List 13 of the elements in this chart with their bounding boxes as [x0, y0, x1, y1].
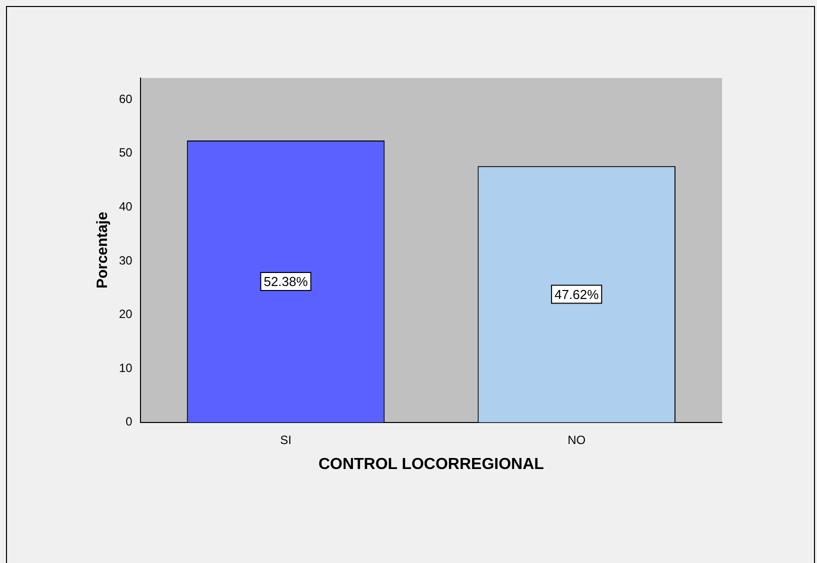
data-label: 47.62%	[554, 286, 600, 302]
y-tick-label: 20	[118, 307, 133, 322]
y-tick-label: 30	[118, 253, 133, 268]
data-label: 52.38%	[264, 274, 308, 290]
x-axis-title: CONTROL LOCORREGIONAL	[318, 456, 544, 473]
y-tick-label: 0	[126, 414, 133, 429]
x-tick-label: NO	[568, 432, 586, 447]
x-tick-label: SI	[280, 432, 292, 447]
y-tick-label: 60	[118, 92, 133, 106]
y-tick-label: 40	[118, 199, 133, 214]
y-tick-label: 10	[118, 360, 133, 375]
y-axis-title: Porcentaje	[94, 212, 112, 289]
y-tick-label: 50	[118, 146, 133, 160]
